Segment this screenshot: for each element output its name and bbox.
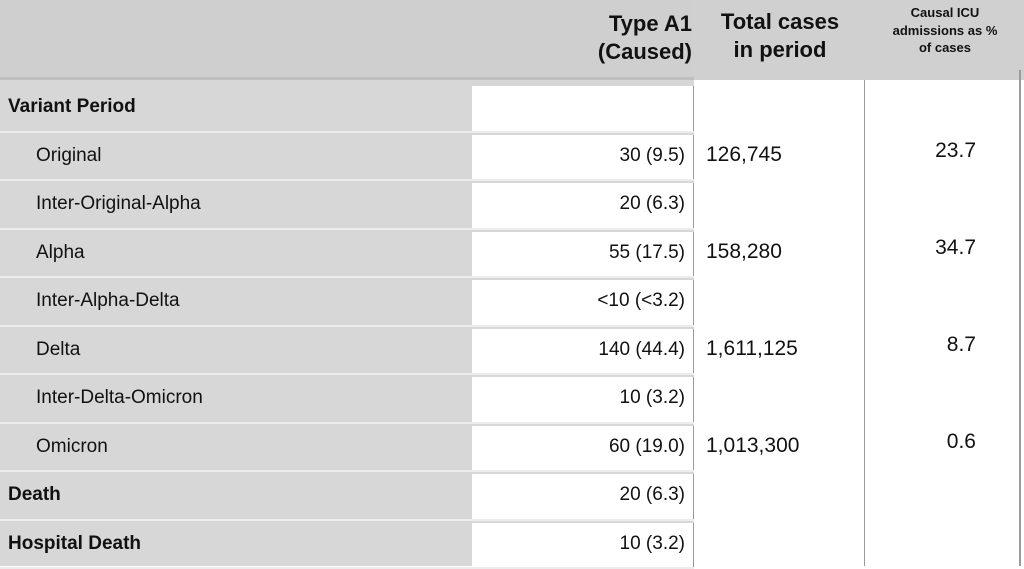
total-cases-value: 1,013,300 [706, 433, 800, 457]
type-a1-value: 140 (44.4) [598, 338, 685, 360]
row-label: Delta [36, 338, 81, 360]
header-icu-line3: of cases [918, 40, 972, 56]
label-column-bg [0, 0, 470, 566]
icu-pct-value: 34.7 [935, 235, 976, 259]
type-a1-cell [472, 231, 694, 276]
type-a1-value: 55 (17.5) [608, 241, 685, 263]
row-label: Alpha [36, 241, 85, 263]
header-icu-line1: Causal ICU [910, 5, 980, 20]
total-cases-value: 1,611,125 [706, 336, 798, 360]
header-total-line2: in period [733, 36, 827, 62]
total-header-bg [694, 0, 864, 80]
type-a1-value: 20 (6.3) [619, 193, 685, 214]
type-a1-value: <10 (<3.2) [597, 290, 685, 311]
icu-pct-value: 23.7 [935, 138, 976, 162]
row-label: Inter-Delta-Omicron [36, 387, 203, 408]
type-a1-cell [472, 328, 694, 373]
row-divider [0, 227, 694, 230]
type-a1-value: 30 (9.5) [619, 144, 685, 166]
header-icu-pct: Causal ICU admissions as % of cases [870, 4, 1020, 57]
icu-header-bg [864, 0, 1024, 80]
row-divider [0, 179, 694, 181]
type-a1-value: 10 (3.2) [619, 532, 685, 554]
row-label: Inter-Original-Alpha [36, 193, 201, 214]
type-a1-cell [472, 522, 694, 567]
row-label: Death [8, 484, 61, 505]
row-label: Original [36, 144, 102, 166]
header-total-cases: Total cases in period [700, 8, 860, 63]
type-a1-cell [472, 183, 694, 228]
type-a1-cell [472, 474, 694, 519]
icu-column-divider [864, 80, 865, 566]
type-a1-value: 20 (6.3) [619, 484, 685, 505]
header-type-a1-line1: Type A1 [608, 11, 692, 36]
type-a1-cell [472, 86, 694, 131]
row-label: Hospital Death [8, 532, 142, 554]
row-label: Variant Period [8, 96, 136, 117]
icu-pct-value: 8.7 [946, 332, 976, 356]
right-table-border [1019, 70, 1021, 566]
header-type-a1-line2: (Caused) [597, 38, 692, 64]
row-divider [0, 421, 694, 424]
type-a1-cell [472, 280, 694, 325]
row-divider [0, 470, 694, 472]
row-divider [0, 518, 694, 521]
type-a1-value: 60 (19.0) [608, 435, 685, 457]
row-label: Inter-Alpha-Delta [36, 290, 180, 311]
type-a1-cell [472, 134, 694, 179]
header-band [0, 0, 694, 80]
type-a1-cell [472, 377, 694, 422]
icu-pct-value: 0.6 [946, 429, 976, 453]
row-divider [0, 324, 694, 327]
header-type-a1: Type A1 (Caused) [470, 10, 692, 65]
row-divider [0, 373, 694, 375]
total-cases-value: 158,280 [706, 239, 782, 263]
row-divider [0, 130, 694, 133]
row-divider [0, 276, 694, 278]
row-label: Omicron [36, 435, 108, 457]
total-cases-value: 126,745 [706, 142, 782, 166]
type-a1-cell [472, 425, 694, 470]
header-icu-line2: admissions as % [892, 22, 998, 38]
type-a1-value: 10 (3.2) [619, 387, 685, 408]
header-total-line1: Total cases [720, 9, 840, 34]
